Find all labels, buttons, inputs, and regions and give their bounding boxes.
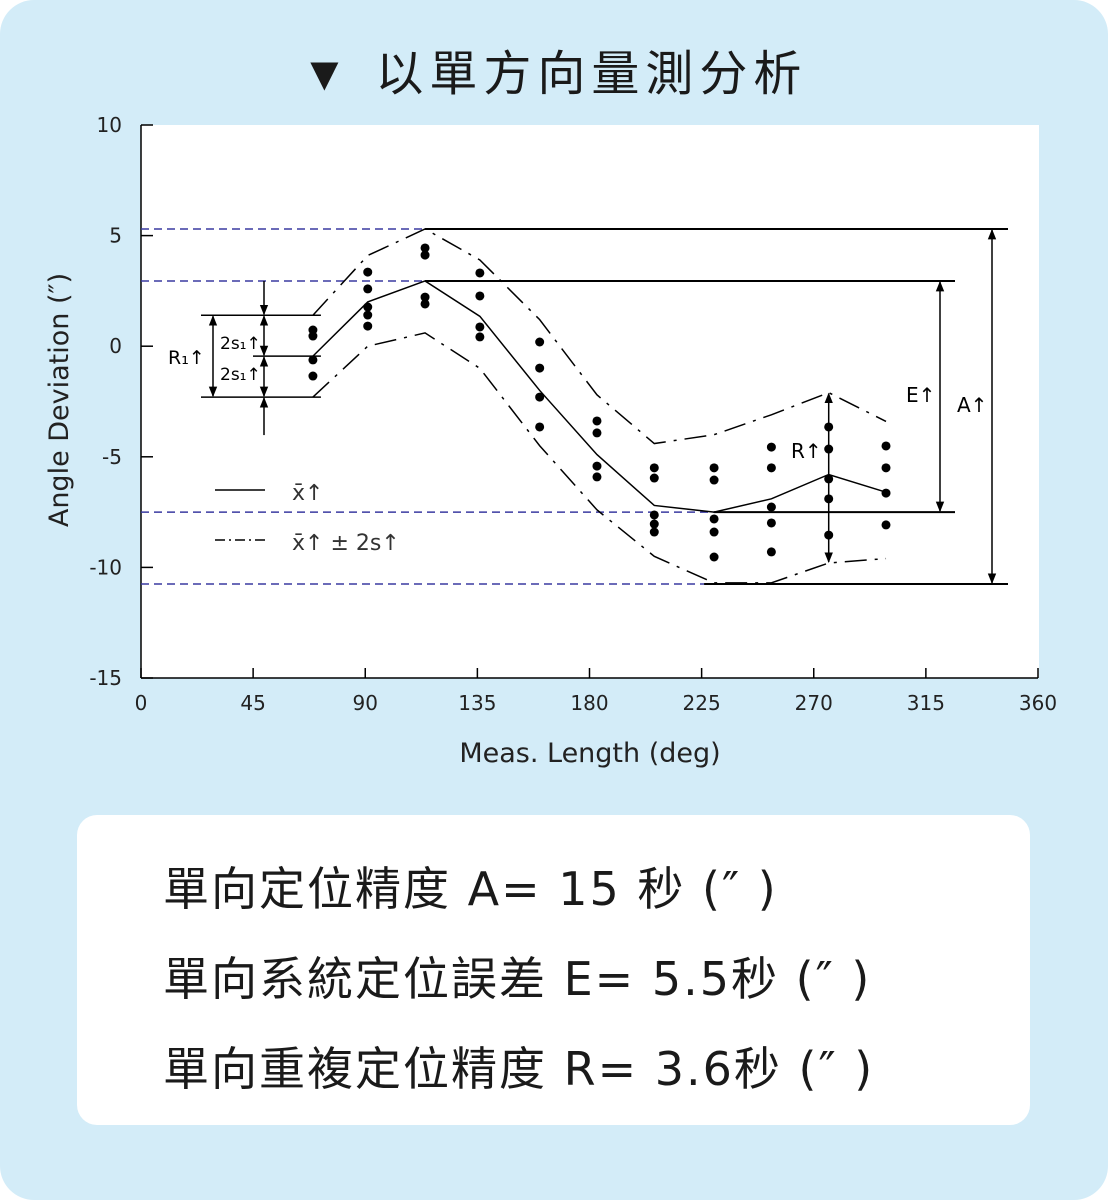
- data-point: [363, 302, 373, 312]
- data-point: [824, 530, 834, 540]
- data-point: [535, 392, 545, 402]
- x-tick-label: 315: [907, 691, 945, 715]
- data-point: [709, 475, 719, 485]
- x-tick-label: 0: [135, 691, 148, 715]
- data-point: [649, 463, 659, 473]
- data-point: [363, 310, 373, 320]
- r1-label: R₁↑: [168, 347, 205, 369]
- y-axis-title: Angle Deviation (″): [44, 273, 75, 527]
- data-point: [475, 332, 485, 342]
- y-tick-label: 10: [97, 113, 122, 137]
- data-point: [363, 267, 373, 277]
- y-tick-label: -10: [89, 555, 122, 579]
- x-tick-label: 270: [795, 691, 833, 715]
- data-point: [475, 322, 485, 332]
- data-point: [824, 444, 834, 454]
- data-point: [592, 472, 602, 482]
- r-label: R↑: [791, 439, 822, 463]
- data-point: [308, 371, 318, 381]
- data-point: [592, 416, 602, 426]
- data-point: [824, 422, 834, 432]
- x-tick-label: 135: [458, 691, 496, 715]
- y-tick-label: 5: [109, 224, 122, 248]
- data-point: [766, 442, 776, 452]
- data-point: [363, 321, 373, 331]
- data-point: [592, 461, 602, 471]
- data-point: [709, 527, 719, 537]
- data-point: [535, 337, 545, 347]
- x-axis-title: Meas. Length (deg): [459, 738, 720, 769]
- data-point: [420, 250, 430, 260]
- data-point: [824, 494, 834, 504]
- data-point: [649, 510, 659, 520]
- y-tick-label: -15: [89, 666, 122, 690]
- x-tick-label: 360: [1019, 691, 1057, 715]
- plot-area: [141, 125, 1039, 678]
- data-point: [881, 441, 891, 451]
- data-point: [709, 552, 719, 562]
- y-tick-label: 0: [109, 334, 122, 358]
- data-point: [535, 422, 545, 432]
- data-point: [420, 299, 430, 309]
- data-point: [420, 243, 430, 253]
- x-tick-label: 225: [683, 691, 721, 715]
- y-tick-label: -5: [102, 445, 122, 469]
- data-point: [766, 502, 776, 512]
- e-label: E↑: [906, 383, 935, 407]
- x-tick-label: 180: [570, 691, 608, 715]
- mean-line: [312, 280, 887, 513]
- two-s1-label: 2s₁↑: [220, 365, 261, 385]
- data-point: [649, 527, 659, 537]
- legend-mean-label: x̄↑: [292, 481, 323, 506]
- data-point: [649, 473, 659, 483]
- x-tick-label: 90: [353, 691, 378, 715]
- page-title: ▼ 以單方向量測分析: [300, 46, 808, 102]
- data-point: [592, 428, 602, 438]
- results-panel: 單向定位精度 A= 15 秒 (″ ) 單向系統定位誤差 E= 5.5秒 (″ …: [77, 815, 1030, 1125]
- data-point: [766, 463, 776, 473]
- data-point: [766, 547, 776, 557]
- data-point: [535, 363, 545, 373]
- data-point: [649, 519, 659, 529]
- upper-2s-line: [312, 228, 887, 445]
- data-point: [420, 292, 430, 302]
- legend-band-label: x̄↑ ± 2s↑: [292, 531, 400, 556]
- data-point: [475, 268, 485, 278]
- result-systematic-e: 單向系統定位誤差 E= 5.5秒 (″ ): [163, 952, 872, 1006]
- data-point: [881, 463, 891, 473]
- data-point: [475, 291, 485, 301]
- data-point: [766, 518, 776, 528]
- result-accuracy-a: 單向定位精度 A= 15 秒 (″ ): [163, 862, 778, 916]
- data-point: [709, 514, 719, 524]
- data-point: [308, 331, 318, 341]
- data-point: [363, 284, 373, 294]
- angle-deviation-chart: 10 5 0 -5 -10 -15 0 45 90 135 180 225 270 315 360 Meas.…: [44, 113, 1057, 769]
- two-s1-label: 2s₁↑: [220, 334, 261, 354]
- result-repeatability-r: 單向重複定位精度 R= 3.6秒 (″ ): [163, 1042, 875, 1096]
- data-point: [881, 488, 891, 498]
- data-point: [881, 520, 891, 530]
- data-point: [709, 463, 719, 473]
- data-point: [308, 355, 318, 365]
- x-tick-label: 45: [240, 691, 265, 715]
- a-label: A↑: [957, 393, 987, 417]
- data-point: [824, 474, 834, 484]
- lower-2s-line: [312, 332, 887, 584]
